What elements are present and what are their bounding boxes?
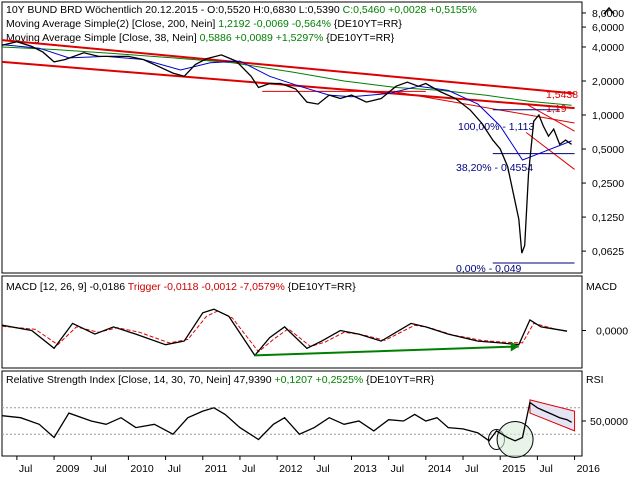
macd-line (1, 308, 568, 357)
price-axis-label: 0,1250 (592, 212, 624, 224)
x-axis-label: Jul (316, 463, 329, 475)
channel-bottom (525, 132, 575, 170)
x-axis-label: 2009 (56, 463, 80, 475)
ma200-line (1, 46, 572, 106)
rsi-header: Relative Strength Index [Close, 14, 30, … (6, 374, 435, 386)
macd-axis-label: 0,0000 (596, 326, 628, 338)
macd-axis-title: MACD (586, 281, 617, 293)
price-line (1, 41, 572, 254)
price-header-2: Moving Average Simple(2) [Close, 200, Ne… (6, 18, 402, 30)
rsi-channel (529, 399, 576, 432)
x-axis-label: Jul (465, 463, 478, 475)
x-axis-label: 2011 (205, 463, 228, 475)
price-axis-label: 8,0000 (592, 8, 624, 20)
rsi-panel[interactable] (1, 370, 583, 457)
trendline-short (396, 91, 575, 124)
x-axis-label: 2012 (279, 463, 303, 475)
macd-panel[interactable] (1, 275, 583, 369)
fib-label-100: 100,00% - 1,113 (458, 121, 534, 133)
divergence-arrow (254, 345, 519, 357)
price-axis-label: 2,0000 (592, 76, 624, 88)
x-axis-label: Jul (539, 463, 552, 475)
price-header-3: Moving Average Simple [Close, 38, Nein] … (6, 32, 395, 44)
divergence-arrowhead (510, 341, 519, 352)
trendline-lower (1, 60, 575, 110)
rsi-line (1, 401, 572, 442)
x-axis-label: Jul (19, 463, 32, 475)
rsi-axis-label: 50,0000 (590, 416, 628, 428)
x-axis-label: Jul (242, 463, 255, 475)
price-axis-label: 1,0000 (592, 110, 624, 122)
x-axis-label: 2016 (577, 463, 601, 475)
rsi-axis-title: RSI (586, 374, 604, 386)
x-axis-label: Jul (168, 463, 181, 475)
price-axis-label: 4,0000 (592, 42, 624, 54)
price-axis-label: 0,5000 (592, 144, 624, 156)
price-axis-label: 0,0625 (592, 246, 624, 258)
channel-top (525, 103, 575, 132)
arrow-up-icon[interactable] (603, 6, 615, 15)
x-axis-label: 2015 (502, 463, 526, 475)
price-header-1: 10Y BUND BRD Wöchentlich 20.12.2015 - O:… (6, 4, 477, 16)
x-axis-label: Jul (93, 463, 106, 475)
macd-header: MACD [12, 26, 9] -0,0186 Trigger -0,0118… (6, 281, 356, 293)
rsi-highlight-2 (496, 420, 534, 458)
trigger-line (1, 310, 568, 353)
price-axis-label: 0,2500 (592, 178, 624, 190)
x-axis-label: 2013 (353, 463, 377, 475)
price-panel[interactable] (1, 1, 583, 274)
x-axis-label: 2014 (428, 463, 452, 475)
trendline-upper (1, 39, 575, 95)
x-axis-label: 2010 (130, 463, 154, 475)
fib-label-382: 38,20% - 0,4554 (456, 162, 533, 174)
x-axis-label: Jul (391, 463, 404, 475)
price-axis-label: 6,0000 (592, 22, 624, 34)
fib-label-0: 0,00% - 0,049 (456, 263, 522, 275)
